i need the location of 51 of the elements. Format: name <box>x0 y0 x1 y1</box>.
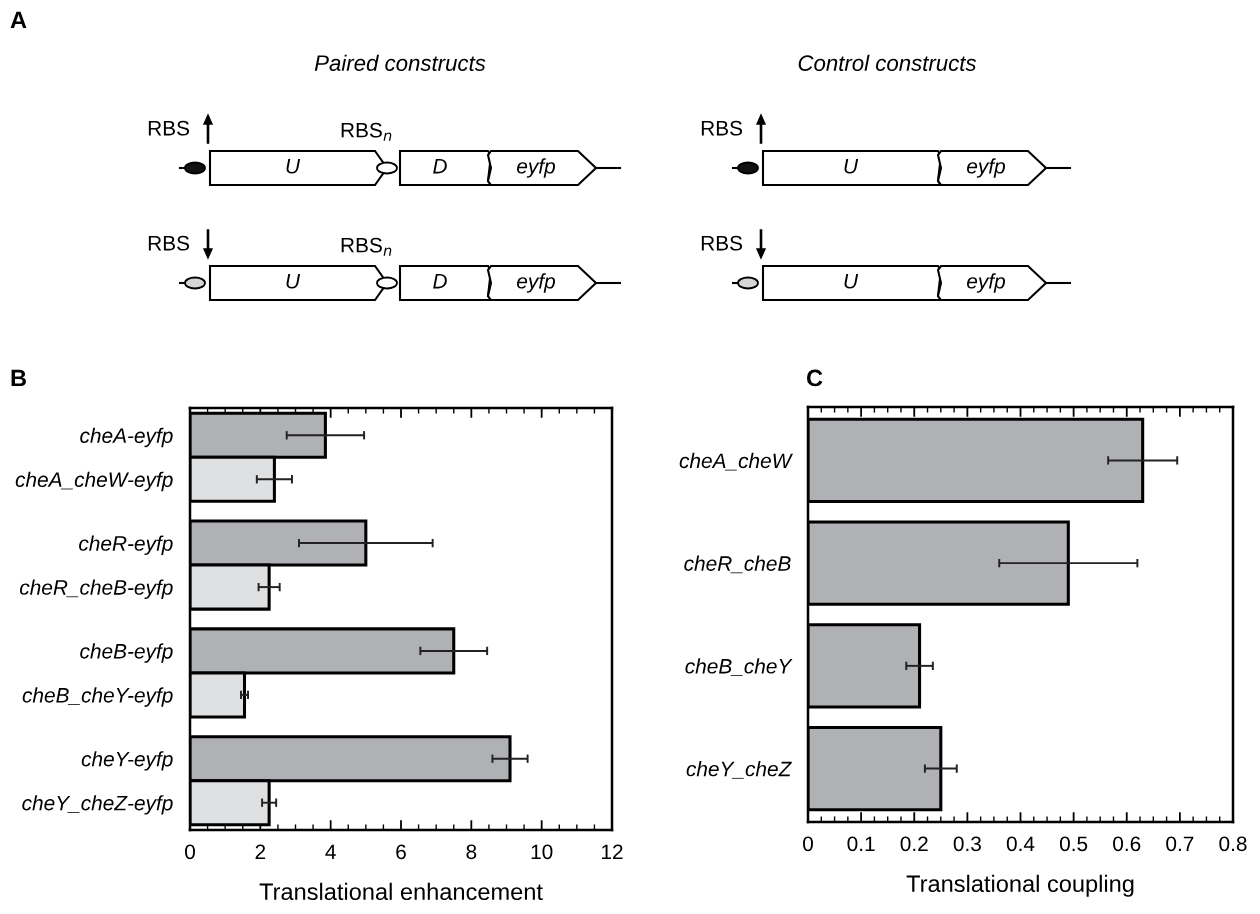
text: eyfp <box>517 273 556 293</box>
y-tick-label: cheA-eyfp <box>80 427 173 448</box>
text: RBS$_{n}$ <box>341 122 392 141</box>
y-tick-label: cheB-eyfp <box>80 643 173 663</box>
y-tick-label: cheY_cheZ-eyfp <box>22 795 173 815</box>
y-tick-label: cheY_cheZ <box>686 761 792 779</box>
x-tick-label: 2 <box>255 844 266 859</box>
x-axis-title: Translational enhancement <box>259 882 543 901</box>
x-tick-label: 0.4 <box>1006 836 1035 852</box>
text: eyfp <box>967 273 1006 293</box>
y-tick-label: cheA_cheW-eyfp <box>15 471 173 492</box>
x-tick-label: 12 <box>602 844 623 859</box>
y-tick-label: cheR_cheB-eyfp <box>20 579 173 599</box>
x-tick-label: 0.2 <box>900 836 928 852</box>
y-tick-label: cheB_cheY-eyfp <box>22 687 173 707</box>
chart-title: C <box>806 369 823 387</box>
x-tick-label: 0 <box>185 844 195 860</box>
text: U <box>844 274 859 289</box>
text: RBS <box>148 120 190 136</box>
x-tick-label: 8 <box>466 844 477 860</box>
text: RBS <box>701 235 743 251</box>
x-tick-label: 0.1 <box>847 836 875 852</box>
text: RBS <box>148 235 190 251</box>
x-tick-label: 0.8 <box>1219 836 1247 852</box>
text: Paired constructs <box>314 54 486 71</box>
text: U <box>844 159 859 174</box>
text: eyfp <box>517 158 556 178</box>
text: U <box>286 159 301 174</box>
text: A <box>10 11 27 29</box>
y-tick-label: cheA_cheW <box>679 452 793 471</box>
y-tick-label: cheR-eyfp <box>79 535 173 555</box>
x-tick-label: 0 <box>803 836 813 852</box>
x-tick-label: 6 <box>396 844 406 860</box>
x-tick-label: 0.6 <box>1113 836 1141 852</box>
chart-title: B <box>11 369 26 387</box>
text: U <box>286 274 301 289</box>
text: Control constructs <box>798 54 977 71</box>
text: RBS$_{n}$ <box>341 237 392 256</box>
x-axis-title: Translational coupling <box>906 874 1134 897</box>
y-tick-label: cheB_cheY <box>685 658 793 676</box>
x-tick-label: 0.7 <box>1166 836 1194 852</box>
text: D <box>433 159 447 174</box>
x-tick-label: 0.5 <box>1059 836 1088 852</box>
text: eyfp <box>967 158 1006 178</box>
x-tick-label: 4 <box>325 844 336 859</box>
text: D <box>433 274 447 289</box>
y-tick-label: cheY-eyfp <box>81 751 173 771</box>
x-tick-label: 0.3 <box>953 836 981 852</box>
x-tick-label: 10 <box>531 844 553 860</box>
y-tick-label: cheR_cheB <box>684 555 791 574</box>
text: RBS <box>701 120 743 136</box>
